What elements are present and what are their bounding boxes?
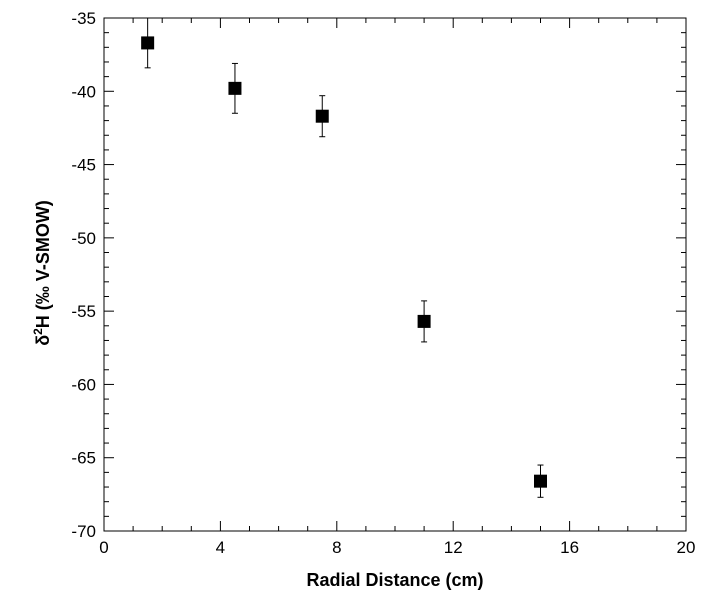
y-tick-label: -65 — [71, 449, 96, 468]
y-tick-label: -35 — [71, 9, 96, 28]
y-axis-title: δ2H (‰ V-SMOW) — [31, 200, 53, 346]
major-ticks — [103, 17, 687, 532]
x-tick-label: 12 — [444, 538, 463, 557]
x-tick-labels: 0 4 8 12 16 20 — [99, 538, 695, 557]
x-tick-label: 0 — [99, 538, 108, 557]
x-tick-label: 4 — [216, 538, 225, 557]
x-tick-label: 16 — [560, 538, 579, 557]
y-axis-title-superscript: 2 — [31, 328, 45, 335]
plot-frame — [103, 17, 687, 532]
x-tick-label: 20 — [677, 538, 696, 557]
y-tick-label: -60 — [71, 375, 96, 394]
y-tick-label: -50 — [71, 229, 96, 248]
y-axis-title-prefix: δ — [33, 335, 53, 346]
y-axis-title-suffix: H (‰ V-SMOW) — [33, 200, 53, 328]
y-tick-label: -55 — [71, 302, 96, 321]
y-tick-label: -40 — [71, 82, 96, 101]
plot-border — [103, 17, 687, 532]
data-point-marker — [228, 81, 242, 95]
y-tick-labels: -35 -40 -45 -50 -55 -60 -65 -70 — [71, 9, 96, 541]
minor-ticks — [104, 18, 686, 531]
data-markers — [141, 36, 547, 488]
data-point-marker — [315, 109, 329, 123]
error-bars — [144, 17, 544, 498]
y-tick-label: -45 — [71, 156, 96, 175]
y-tick-label: -70 — [71, 522, 96, 541]
data-point-marker — [417, 314, 431, 328]
x-tick-label: 8 — [332, 538, 341, 557]
data-point-marker — [534, 474, 547, 488]
data-point-marker — [141, 36, 155, 50]
x-axis-title: Radial Distance (cm) — [306, 570, 483, 590]
